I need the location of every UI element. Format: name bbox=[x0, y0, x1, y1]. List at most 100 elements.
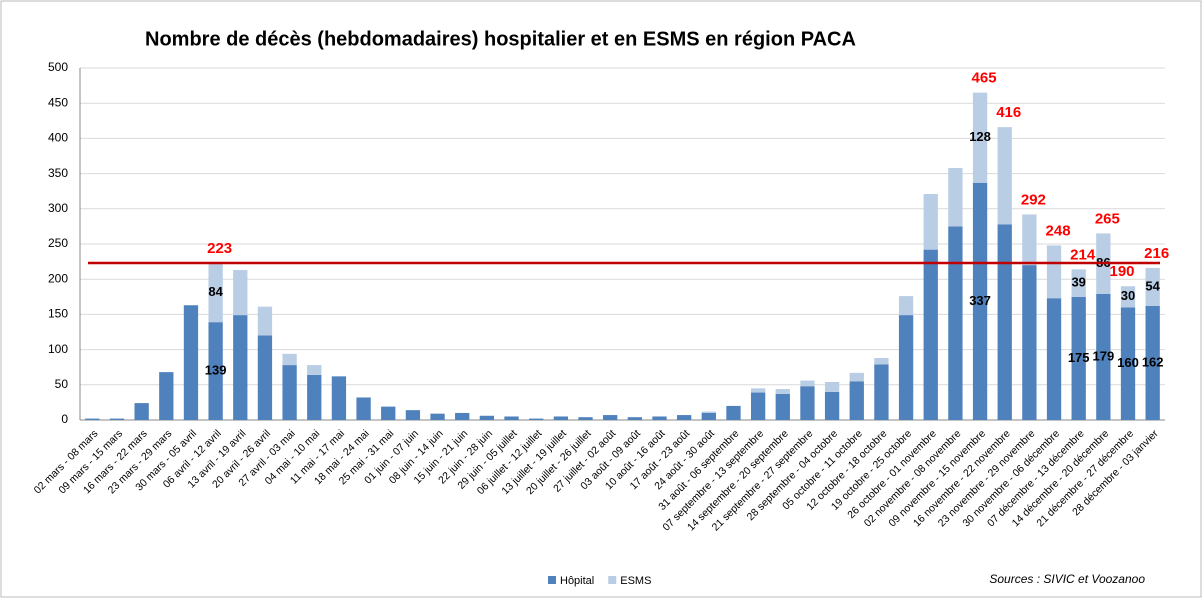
bar-segment bbox=[1022, 265, 1037, 420]
total-label: 292 bbox=[1021, 191, 1046, 208]
bar-segment bbox=[208, 263, 223, 323]
y-tick-label: 300 bbox=[48, 201, 68, 215]
y-tick-label: 0 bbox=[61, 412, 68, 426]
data-label: 128 bbox=[969, 129, 991, 144]
bar-segment bbox=[553, 416, 569, 420]
bar-segment bbox=[997, 127, 1012, 225]
legend-swatch bbox=[608, 576, 617, 584]
bar-segment bbox=[307, 374, 322, 420]
data-label: 54 bbox=[1145, 278, 1160, 293]
bar-segment bbox=[824, 391, 840, 420]
total-label: 216 bbox=[1144, 245, 1169, 262]
bar-segment bbox=[1145, 305, 1160, 420]
data-label: 175 bbox=[1068, 350, 1090, 365]
bar-segment bbox=[504, 416, 519, 420]
bar-segment bbox=[529, 418, 544, 420]
total-label: 465 bbox=[972, 70, 997, 87]
bar-segment bbox=[603, 415, 618, 420]
bar-segment bbox=[85, 418, 100, 420]
bar-segment bbox=[1046, 298, 1062, 420]
bar-segment bbox=[849, 381, 864, 420]
bar-segment bbox=[282, 365, 297, 420]
bar-segment bbox=[948, 226, 963, 420]
chart-title: Nombre de décès (hebdomadaires) hospital… bbox=[145, 28, 856, 50]
data-label: 30 bbox=[1121, 288, 1135, 303]
bar-segment bbox=[1145, 267, 1160, 306]
bar-segment bbox=[775, 393, 790, 420]
data-label: 337 bbox=[969, 293, 991, 308]
bar-segment bbox=[923, 249, 938, 420]
data-label: 39 bbox=[1071, 275, 1085, 290]
bar-segment bbox=[109, 418, 125, 420]
bar-segment bbox=[356, 397, 371, 420]
bar-segment bbox=[849, 372, 864, 382]
bar-segment bbox=[307, 365, 322, 375]
bar-segment bbox=[997, 224, 1012, 420]
bar-segment bbox=[800, 380, 815, 387]
y-tick-label: 500 bbox=[48, 60, 68, 74]
bar-segment bbox=[676, 415, 692, 420]
legend-label: Hôpital bbox=[560, 575, 594, 587]
bar-segment bbox=[331, 376, 347, 420]
bar-segment bbox=[627, 417, 642, 420]
y-tick-label: 350 bbox=[48, 166, 68, 180]
data-label: 162 bbox=[1142, 354, 1164, 369]
bar-segment bbox=[972, 182, 988, 420]
bar-segment bbox=[257, 335, 273, 420]
bar-segment bbox=[874, 358, 889, 365]
y-tick-label: 50 bbox=[55, 377, 69, 391]
bar-segment bbox=[1120, 307, 1136, 420]
bar-segment bbox=[750, 392, 766, 420]
total-label: 416 bbox=[996, 104, 1021, 121]
bar-segment bbox=[183, 305, 199, 420]
y-tick-label: 200 bbox=[48, 271, 68, 285]
bar-segment bbox=[701, 411, 716, 413]
data-label: 179 bbox=[1093, 348, 1115, 363]
bar-segment bbox=[578, 417, 593, 420]
bar-segment bbox=[923, 194, 938, 250]
y-tick-label: 400 bbox=[48, 131, 68, 145]
total-label: 190 bbox=[1109, 263, 1134, 280]
bar-segment bbox=[233, 315, 248, 420]
data-label: 84 bbox=[208, 284, 223, 299]
total-label: 265 bbox=[1095, 210, 1120, 227]
bar-segment bbox=[405, 410, 421, 420]
y-tick-label: 450 bbox=[48, 95, 68, 109]
bar-segment bbox=[701, 412, 716, 420]
bar-segment bbox=[948, 167, 963, 227]
bar-segment bbox=[257, 306, 273, 336]
bar-segment bbox=[159, 372, 174, 420]
bar-segment bbox=[208, 322, 223, 420]
y-tick-label: 250 bbox=[48, 236, 68, 250]
source: Sources : SIVIC et Voozanoo bbox=[989, 572, 1145, 586]
bar-segment bbox=[874, 364, 889, 420]
bar-segment bbox=[750, 388, 766, 393]
data-label: 160 bbox=[1117, 355, 1139, 370]
bar-segment bbox=[898, 315, 914, 420]
bar-segment bbox=[775, 389, 790, 394]
bar-segment bbox=[726, 405, 741, 420]
bar-segment bbox=[800, 386, 815, 420]
bar-segment bbox=[479, 415, 495, 420]
bar-segment bbox=[652, 416, 667, 420]
total-label: 248 bbox=[1046, 222, 1071, 239]
bar-segment bbox=[282, 353, 297, 366]
y-tick-label: 150 bbox=[48, 307, 68, 321]
bar-segment bbox=[134, 403, 149, 420]
y-tick-label: 100 bbox=[48, 342, 68, 356]
bar-segment bbox=[898, 296, 914, 316]
bar-segment bbox=[1071, 269, 1086, 297]
legend-swatch bbox=[548, 576, 556, 584]
total-label: 214 bbox=[1070, 246, 1096, 263]
bar-segment bbox=[1046, 245, 1062, 299]
bar-segment bbox=[233, 270, 248, 316]
bar-segment bbox=[1022, 214, 1037, 266]
bar-segment bbox=[824, 381, 840, 392]
bar-segment bbox=[1096, 293, 1111, 420]
legend-label: ESMS bbox=[620, 575, 651, 587]
data-label: 139 bbox=[205, 363, 227, 378]
total-label: 223 bbox=[207, 240, 232, 257]
bar-segment bbox=[972, 92, 988, 183]
